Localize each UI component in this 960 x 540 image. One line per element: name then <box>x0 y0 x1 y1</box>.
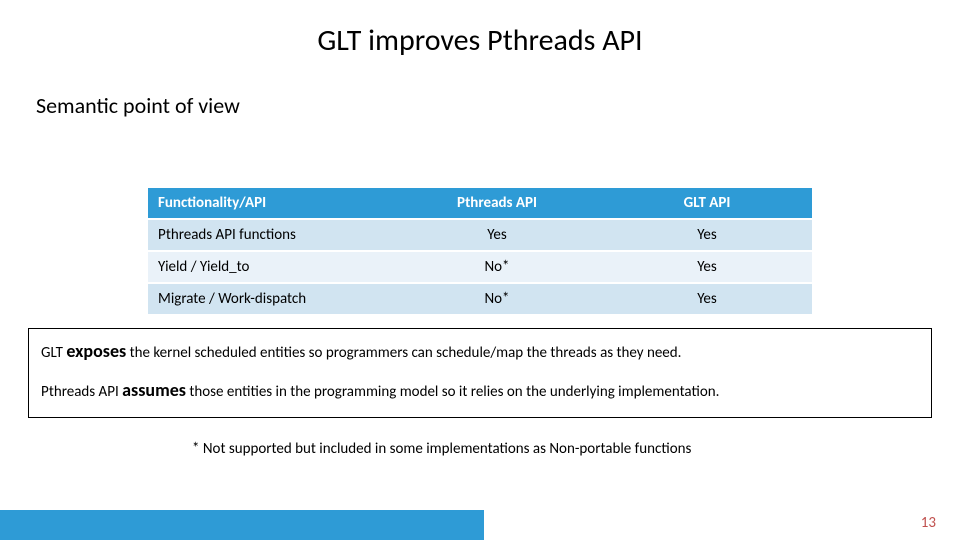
text-prefix: Pthreads API <box>41 383 122 401</box>
table-header-row: Functionality/API Pthreads API GLT API <box>148 188 812 219</box>
table-cell: Yes <box>602 219 812 251</box>
explanation-box: GLT exposes the kernel scheduled entitie… <box>28 328 932 418</box>
table-cell: Yes <box>602 283 812 315</box>
table-cell: No* <box>392 283 602 315</box>
table-header-cell: GLT API <box>602 188 812 219</box>
table-cell: Yes <box>602 251 812 283</box>
table-cell: Migrate / Work-dispatch <box>148 283 392 315</box>
table-row: Pthreads API functions Yes Yes <box>148 219 812 251</box>
table-header-cell: Pthreads API <box>392 188 602 219</box>
table-row: Yield / Yield_to No* Yes <box>148 251 812 283</box>
explanation-line: Pthreads API assumes those entities in t… <box>41 378 919 403</box>
slide-title: GLT improves Pthreads API <box>0 22 960 59</box>
table-row: Migrate / Work-dispatch No* Yes <box>148 283 812 315</box>
table-cell: Pthreads API functions <box>148 219 392 251</box>
footnote: * Not supported but included in some imp… <box>192 440 691 458</box>
table-header-cell: Functionality/API <box>148 188 392 219</box>
text-prefix: GLT <box>41 344 66 362</box>
explanation-line: GLT exposes the kernel scheduled entitie… <box>41 339 919 364</box>
text-suffix: those entities in the programming model … <box>186 383 719 401</box>
slide-subtitle: Semantic point of view <box>36 92 240 119</box>
page-number: 13 <box>921 514 936 532</box>
table-cell: No* <box>392 251 602 283</box>
text-suffix: the kernel scheduled entities so program… <box>126 344 681 362</box>
text-emph: assumes <box>122 379 186 401</box>
text-emph: exposes <box>66 340 126 362</box>
api-comparison-table: Functionality/API Pthreads API GLT API P… <box>148 188 812 316</box>
footer-accent-bar <box>0 510 484 540</box>
table-cell: Yes <box>392 219 602 251</box>
table-cell: Yield / Yield_to <box>148 251 392 283</box>
